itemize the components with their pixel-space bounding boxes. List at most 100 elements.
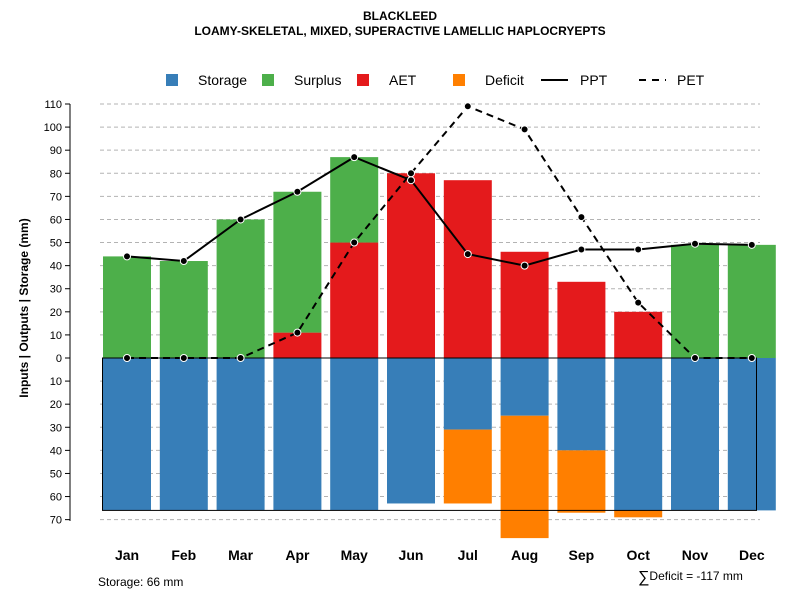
legend-storage-label: Storage (198, 72, 247, 88)
y-tick-label: 10 (50, 376, 62, 388)
surplus-bar (103, 256, 151, 358)
ppt-point (520, 261, 529, 270)
surplus-bar (273, 191, 322, 333)
pet-point (520, 125, 529, 134)
pet-point (179, 354, 188, 362)
aet-bar (330, 242, 379, 358)
ppt-point (350, 153, 359, 162)
y-tick-label: 20 (50, 307, 62, 319)
aet-bar (614, 311, 663, 358)
surplus-bar (159, 261, 208, 358)
pet-point (691, 354, 699, 362)
storage-bar (443, 358, 492, 430)
y-tick-label: 80 (50, 168, 62, 180)
y-tick-label: 60 (50, 214, 62, 226)
pet-point (123, 354, 131, 362)
legend-pet-label: PET (677, 72, 705, 88)
y-tick-label: 70 (50, 191, 62, 203)
pet-point (747, 354, 756, 362)
legend-storage-swatch (166, 74, 178, 86)
ppt-point (577, 245, 586, 254)
storage-bar (500, 358, 549, 416)
y-tick-label: 50 (50, 238, 62, 250)
lines (126, 105, 752, 359)
aet-bar (557, 281, 606, 358)
y-tick-label: 50 (50, 468, 62, 480)
storage-bar (103, 358, 151, 511)
storage-bar (614, 358, 663, 511)
aet-bar (443, 180, 492, 358)
y-tick-label: 40 (50, 445, 62, 457)
y-tick-label: 60 (50, 492, 62, 504)
y-tick-label: 30 (50, 284, 62, 296)
ppt-point (634, 245, 643, 254)
ppt-line (126, 155, 752, 267)
aet-bar (273, 332, 322, 358)
legend-aet-label: AET (389, 72, 417, 88)
legend-aet-swatch (357, 74, 369, 86)
x-tick-label: Apr (285, 547, 310, 563)
surplus-bar (216, 219, 265, 358)
ppt-point (293, 187, 302, 196)
storage-bar (557, 358, 606, 451)
pet-point (407, 169, 415, 178)
pet-point (350, 238, 359, 247)
x-tick-label: Oct (627, 547, 651, 563)
x-tick-label: Nov (682, 547, 709, 563)
y-tick-label: 100 (44, 122, 62, 134)
surplus-bar (727, 244, 776, 358)
chart-title: BLACKLEED (363, 9, 437, 23)
y-tick-label: 10 (50, 330, 62, 342)
x-tick-label: Mar (228, 547, 253, 563)
x-tick-label: Jul (458, 547, 478, 563)
axes: 110100908070605040302010010203040506070J… (44, 99, 765, 563)
points (123, 102, 756, 362)
x-tick-label: Aug (511, 547, 538, 563)
storage-bar (159, 358, 208, 511)
legend-deficit-swatch (453, 74, 465, 86)
storage-note: Storage: 66 mm (98, 575, 184, 589)
storage-bar (387, 358, 435, 504)
y-tick-label: 90 (50, 145, 62, 157)
legend-ppt-label: PPT (580, 72, 608, 88)
storage-bar (671, 358, 719, 511)
sigma-icon: ∑ (638, 569, 650, 586)
deficit-bar (443, 429, 492, 504)
ppt-point (236, 215, 245, 224)
y-axis-label: Inputs | Outputs | Storage (mm) (17, 218, 31, 397)
storage-bar (727, 358, 776, 511)
y-tick-label: 0 (56, 353, 62, 365)
surplus-bar (671, 244, 719, 358)
pet-point (293, 328, 302, 337)
ppt-point (747, 240, 756, 249)
storage-bar (216, 358, 265, 511)
pet-point (634, 298, 643, 307)
y-tick-label: 40 (50, 261, 62, 273)
legend: Storage Surplus AET Deficit PPT PET (166, 72, 705, 88)
ppt-point (179, 257, 188, 266)
deficit-bar (500, 415, 549, 539)
deficit-bar (557, 450, 606, 513)
legend-deficit-label: Deficit (485, 72, 524, 88)
deficit-bar (614, 510, 663, 518)
pet-point (577, 213, 586, 222)
x-tick-label: Feb (171, 547, 196, 563)
ppt-point (407, 176, 415, 185)
ppt-point (463, 250, 472, 259)
x-tick-label: Jan (115, 547, 139, 563)
pet-point (463, 102, 472, 111)
y-tick-label: 70 (50, 515, 62, 527)
storage-bar (330, 358, 379, 511)
y-tick-label: 20 (50, 399, 62, 411)
y-tick-label: 30 (50, 422, 62, 434)
aet-bar (387, 173, 435, 358)
ppt-point (691, 239, 699, 248)
ppt-point (123, 252, 131, 261)
legend-surplus-swatch (262, 74, 274, 86)
chart-subtitle: LOAMY-SKELETAL, MIXED, SUPERACTIVE LAMEL… (194, 24, 606, 38)
y-tick-label: 110 (44, 99, 62, 111)
x-tick-label: Dec (739, 547, 765, 563)
x-tick-label: Sep (569, 547, 595, 563)
storage-bar (273, 358, 322, 511)
